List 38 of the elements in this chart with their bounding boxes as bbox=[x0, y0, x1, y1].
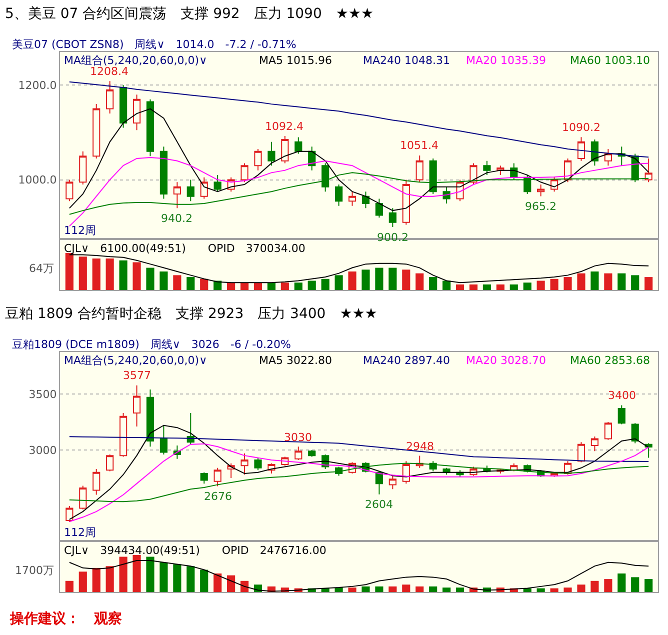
text: MA20 1035.39 bbox=[466, 54, 546, 67]
text: MA5 3022.80 bbox=[259, 354, 332, 367]
chart-title: 豆粕 1809 合约暂时企稳 支撑 2923 压力 3400 ★★★ bbox=[5, 306, 378, 322]
annotation: 3577 bbox=[123, 369, 151, 382]
annotation: 2948 bbox=[406, 440, 434, 453]
annotation: MA组合(5,240,20,60,0,0)∨ bbox=[64, 354, 208, 367]
annotation: CJL∨ 394434.00(49:51) OPID 2476716.00 bbox=[64, 544, 326, 557]
chart-subtitle: 美豆07 (CBOT ZSN8) 周线∨ 1014.0 -7.2 / -0.71% bbox=[12, 38, 296, 51]
y-tick-label: 1200.0 bbox=[18, 78, 57, 92]
annotation: 940.2 bbox=[161, 212, 192, 225]
annotation: 112周 bbox=[64, 224, 96, 237]
annotation: 2604 bbox=[365, 498, 393, 511]
annotation: 2676 bbox=[204, 490, 232, 503]
annotation: 3030 bbox=[284, 431, 312, 444]
text: MA5 1015.96 bbox=[259, 54, 332, 67]
chart-title: 5、美豆 07 合约区间震荡 支撑 992 压力 1090 ★★★ bbox=[5, 6, 374, 22]
text: 操作建议： 观察 bbox=[9, 610, 122, 627]
annotation: CJL∨ 6100.00(49:51) OPID 370034.00 bbox=[64, 242, 306, 255]
text: MA240 2897.40 bbox=[363, 354, 450, 367]
y-tick-label: 3500 bbox=[28, 388, 57, 401]
annotation: 1208.4 bbox=[90, 65, 128, 78]
annotation: 3400 bbox=[608, 389, 636, 402]
annotation: 1092.4 bbox=[265, 120, 304, 133]
annotation: 112周 bbox=[64, 526, 96, 539]
y-tick-label: 1000.0 bbox=[18, 174, 57, 187]
text: MA60 1003.10 bbox=[570, 54, 650, 67]
text: MA60 2853.68 bbox=[570, 354, 650, 367]
text: 1700万 bbox=[15, 564, 54, 577]
annotation: MA组合(5,240,20,60,0,0)∨ bbox=[64, 54, 208, 67]
chart-subtitle: 豆粕1809 (DCE m1809) 周线∨ 3026 -6 / -0.20% bbox=[12, 338, 292, 351]
y-tick-label: 3000 bbox=[28, 444, 57, 457]
text: MA240 1048.31 bbox=[363, 54, 450, 67]
annotation: 965.2 bbox=[525, 200, 556, 213]
annotation: 900.2 bbox=[377, 231, 408, 244]
annotation: 1090.2 bbox=[562, 121, 600, 134]
text: 64万 bbox=[29, 262, 54, 275]
text: MA20 3028.70 bbox=[466, 354, 546, 367]
annotation: 1051.4 bbox=[400, 139, 438, 152]
